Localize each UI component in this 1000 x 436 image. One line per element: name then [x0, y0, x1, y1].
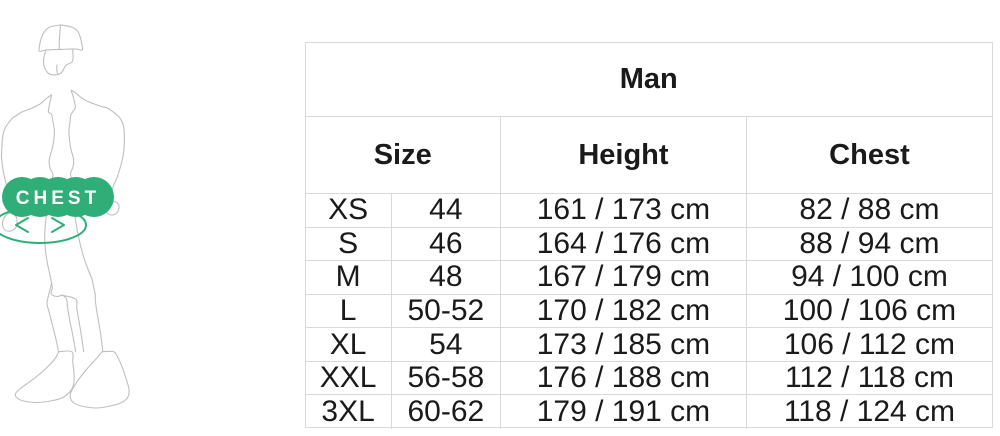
svg-text:CHEST: CHEST [16, 188, 100, 209]
